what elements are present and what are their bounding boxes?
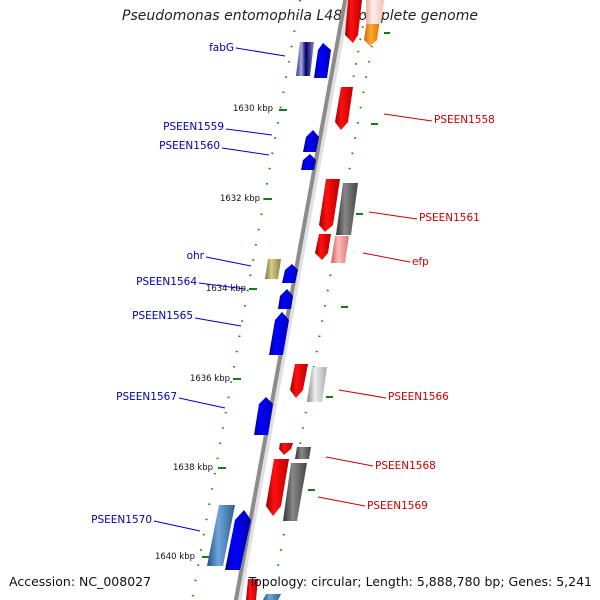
label-PSEEN1559[interactable]: PSEEN1559: [163, 121, 224, 133]
label-PSEEN1569[interactable]: PSEEN1569: [367, 500, 428, 512]
gene-bottom-red[interactable]: [246, 579, 258, 600]
label-PSEEN1561[interactable]: PSEEN1561: [419, 212, 480, 224]
gene-PSEEN1569-red[interactable]: [266, 459, 289, 516]
label-PSEEN1570[interactable]: PSEEN1570: [91, 514, 152, 526]
label-PSEEN1564[interactable]: PSEEN1564: [136, 276, 197, 288]
gene-PSEEN1558[interactable]: [335, 87, 353, 130]
gene-PSEEN1561-gray[interactable]: [336, 183, 358, 235]
gene-PSEEN1565[interactable]: [269, 312, 289, 355]
tick-label-1640: 1640 kbp: [155, 552, 195, 562]
minus-strand-genes: [207, 42, 331, 600]
gene-PSEEN1569[interactable]: [283, 463, 307, 521]
gene-PSEEN1567[interactable]: [254, 397, 273, 435]
gene-PSEEN1566-lightgray[interactable]: [307, 367, 327, 402]
gene-PSEEN1560[interactable]: [301, 154, 316, 170]
label-ohr[interactable]: ohr: [187, 250, 205, 262]
gene-top-red[interactable]: [345, 0, 362, 43]
label-PSEEN1558[interactable]: PSEEN1558: [434, 114, 495, 126]
gene-PSEEN1570-steel[interactable]: [207, 505, 235, 566]
gene-PSEEN1570[interactable]: [225, 510, 251, 570]
gene-ohr[interactable]: [265, 259, 281, 279]
gene-fabG[interactable]: [314, 43, 331, 78]
gene-PSEEN1559[interactable]: [303, 130, 319, 152]
gene-PSEEN1561[interactable]: [319, 179, 340, 232]
gene-top-pale[interactable]: [366, 0, 384, 24]
scale-ticks: 1630 kbp 1632 kbp 1634 kbp 1636 kbp 1638…: [155, 32, 390, 562]
gene-bottom-steel[interactable]: [262, 594, 281, 600]
topology-label: Topology: circular; Length: 5,888,780 bp…: [248, 574, 592, 589]
tick-label-1638: 1638 kbp: [173, 463, 213, 473]
gene-efp-pink[interactable]: [331, 236, 349, 263]
label-leaders: [153, 47, 433, 532]
label-PSEEN1565[interactable]: PSEEN1565: [132, 310, 193, 322]
gene-PSEEN1565-upper[interactable]: [278, 289, 293, 309]
tick-label-1632: 1632 kbp: [220, 194, 260, 204]
tick-label-1634: 1634 kbp: [206, 284, 246, 294]
label-efp[interactable]: efp: [412, 256, 429, 268]
gene-PSEEN1568[interactable]: [279, 443, 293, 455]
label-PSEEN1566[interactable]: PSEEN1566: [388, 391, 449, 403]
gene-PSEEN1568-gray[interactable]: [295, 447, 311, 459]
plus-strand-genes: [246, 0, 384, 600]
gene-efp[interactable]: [315, 234, 331, 260]
label-fabG[interactable]: fabG: [209, 42, 234, 54]
gene-PSEEN1566[interactable]: [290, 364, 308, 398]
label-PSEEN1567[interactable]: PSEEN1567: [116, 391, 177, 403]
gene-PSEEN1564[interactable]: [282, 264, 298, 283]
map-title: Pseudomonas entomophila L48, complete ge…: [122, 8, 478, 24]
gene-labels: fabG PSEEN1559 PSEEN1560 ohr PSEEN1564 P…: [91, 42, 495, 526]
label-PSEEN1568[interactable]: PSEEN1568: [375, 460, 436, 472]
gene-top-orange[interactable]: [364, 20, 380, 46]
accession-label: Accession: NC_008027: [9, 574, 152, 589]
label-PSEEN1560[interactable]: PSEEN1560: [159, 140, 220, 152]
gene-fabG-neighbor[interactable]: [296, 42, 314, 76]
tick-label-1630: 1630 kbp: [233, 104, 273, 114]
tick-label-1636: 1636 kbp: [190, 374, 230, 384]
